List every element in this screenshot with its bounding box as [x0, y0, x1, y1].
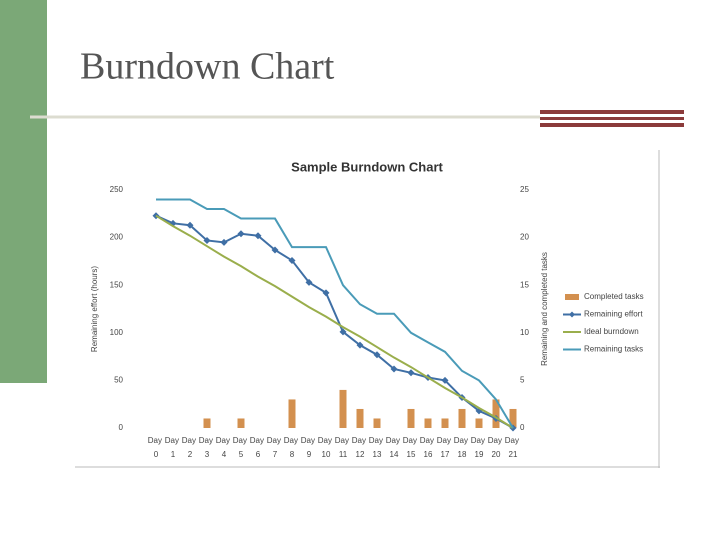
bar	[339, 389, 347, 428]
accent-line	[540, 117, 684, 120]
y-tick-label: 100	[110, 328, 124, 337]
side-bar	[0, 0, 47, 383]
marker	[305, 278, 313, 286]
x-tick-label: Day 11	[335, 436, 351, 459]
marker	[237, 230, 245, 238]
marker	[203, 236, 211, 244]
bar	[373, 418, 381, 428]
bar	[509, 408, 517, 428]
marker	[186, 221, 194, 229]
legend-swatch	[565, 294, 579, 300]
x-tick-label: Day 0	[148, 436, 164, 459]
y-tick-label: 150	[110, 280, 124, 289]
y2-axis-label: Remaining and completed tasks	[540, 252, 549, 366]
accent-line	[540, 123, 684, 127]
chart-title: Sample Burndown Chart	[291, 159, 443, 174]
x-tick-label: Day 6	[250, 436, 266, 459]
x-tick-label: Day 19	[471, 436, 487, 459]
x-tick-label: Day 14	[386, 436, 402, 459]
series-line	[155, 214, 514, 429]
marker	[220, 238, 228, 246]
y-tick-label: 50	[114, 376, 123, 385]
x-tick-label: Day 9	[301, 436, 317, 459]
x-tick-label: Day 12	[352, 436, 368, 459]
legend-label: Completed tasks	[584, 292, 644, 301]
bar	[407, 408, 415, 428]
x-tick-label: Day 20	[488, 436, 504, 459]
accent-line	[540, 110, 684, 114]
x-tick-label: Day 13	[369, 436, 385, 459]
legend-marker	[569, 311, 575, 318]
y-axis-label: Remaining effort (hours)	[90, 266, 99, 352]
bar	[356, 408, 364, 428]
y2-tick-label: 20	[520, 233, 529, 242]
x-tick-label: Day 17	[437, 436, 453, 459]
bar	[424, 418, 432, 428]
y2-tick-label: 15	[520, 280, 529, 289]
y2-tick-label: 25	[520, 185, 529, 194]
bar	[237, 418, 245, 428]
x-tick-label: Day 7	[267, 436, 283, 459]
x-tick-label: Day 5	[233, 436, 249, 459]
x-tick-label: Day 8	[284, 436, 300, 459]
series-line	[156, 198, 514, 429]
x-tick-label: Day 1	[165, 436, 181, 459]
marker	[390, 365, 398, 373]
slide-title: Burndown Chart	[80, 46, 335, 88]
bar	[441, 418, 449, 428]
marker	[356, 341, 364, 349]
bar	[475, 418, 483, 428]
legend-label: Remaining tasks	[584, 345, 643, 354]
marker	[288, 256, 296, 264]
bar	[458, 408, 466, 428]
bar	[203, 418, 211, 428]
x-tick-label: Day 4	[216, 436, 232, 459]
x-tick-label: Day 15	[403, 436, 419, 459]
bar	[288, 399, 296, 428]
y-tick-label: 0	[119, 423, 124, 432]
y2-tick-label: 0	[520, 423, 525, 432]
marker	[441, 376, 449, 384]
x-tick-label: Day 21	[505, 436, 521, 459]
marker	[407, 369, 415, 377]
y-tick-label: 200	[110, 233, 124, 242]
bar	[492, 399, 500, 428]
y-tick-label: 250	[110, 185, 124, 194]
legend-label: Remaining effort	[584, 310, 643, 319]
x-tick-label: Day 16	[420, 436, 436, 459]
marker	[254, 232, 262, 240]
marker	[271, 246, 279, 254]
x-tick-label: Day 3	[199, 436, 215, 459]
x-tick-label: Day 18	[454, 436, 470, 459]
x-tick-label: Day 10	[318, 436, 334, 459]
y2-tick-label: 10	[520, 328, 529, 337]
marker	[373, 351, 381, 359]
marker	[322, 289, 330, 297]
x-tick-label: Day 2	[182, 436, 198, 459]
series-line	[155, 214, 514, 429]
y2-tick-label: 5	[520, 376, 525, 385]
legend-label: Ideal burndown	[584, 327, 639, 336]
marker	[339, 328, 347, 336]
